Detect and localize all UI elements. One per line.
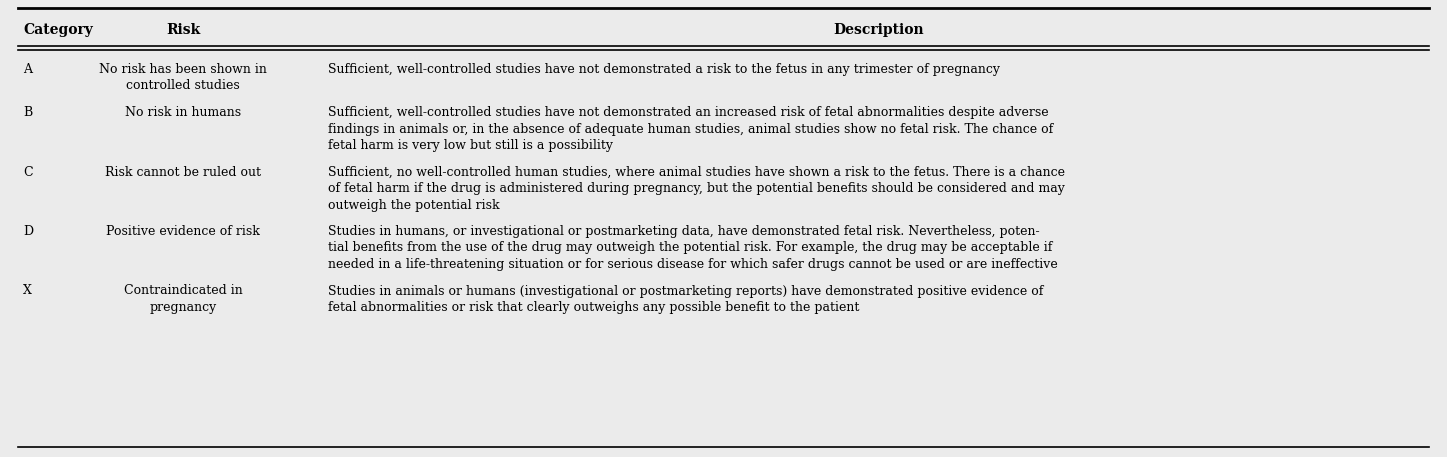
Text: of fetal harm if the drug is administered during pregnancy, but the potential be: of fetal harm if the drug is administere… — [328, 182, 1065, 195]
Text: A: A — [23, 63, 32, 76]
Text: Contraindicated in: Contraindicated in — [123, 285, 243, 298]
Text: Risk cannot be ruled out: Risk cannot be ruled out — [106, 165, 260, 179]
Text: Sufﬁcient, no well-controlled human studies, where animal studies have shown a r: Sufﬁcient, no well-controlled human stud… — [328, 165, 1065, 179]
Text: Positive evidence of risk: Positive evidence of risk — [106, 225, 260, 238]
Text: pregnancy: pregnancy — [149, 301, 217, 314]
Text: Sufﬁcient, well-controlled studies have not demonstrated an increased risk of fe: Sufﬁcient, well-controlled studies have … — [328, 106, 1049, 119]
Text: Studies in humans, or investigational or postmarketing data, have demonstrated f: Studies in humans, or investigational or… — [328, 225, 1039, 238]
Text: Risk: Risk — [166, 23, 200, 37]
Text: tial beneﬁts from the use of the drug may outweigh the potential risk. For examp: tial beneﬁts from the use of the drug ma… — [328, 241, 1052, 255]
Text: C: C — [23, 165, 33, 179]
Text: outweigh the potential risk: outweigh the potential risk — [328, 198, 499, 212]
Text: Sufﬁcient, well-controlled studies have not demonstrated a risk to the fetus in : Sufﬁcient, well-controlled studies have … — [328, 63, 1000, 76]
Text: B: B — [23, 106, 32, 119]
Text: fetal abnormalities or risk that clearly outweighs any possible beneﬁt to the pa: fetal abnormalities or risk that clearly… — [328, 301, 860, 314]
Text: D: D — [23, 225, 33, 238]
Text: Description: Description — [833, 23, 923, 37]
Text: findings in animals or, in the absence of adequate human studies, animal studies: findings in animals or, in the absence o… — [328, 122, 1053, 135]
Text: Studies in animals or humans (investigational or postmarketing reports) have dem: Studies in animals or humans (investigat… — [328, 285, 1043, 298]
Text: fetal harm is very low but still is a possibility: fetal harm is very low but still is a po… — [328, 139, 614, 152]
Text: controlled studies: controlled studies — [126, 80, 240, 92]
Text: X: X — [23, 285, 32, 298]
Text: Category: Category — [23, 23, 93, 37]
Text: needed in a life-threatening situation or for serious disease for which safer dr: needed in a life-threatening situation o… — [328, 258, 1058, 271]
Text: No risk in humans: No risk in humans — [124, 106, 242, 119]
Text: No risk has been shown in: No risk has been shown in — [98, 63, 266, 76]
